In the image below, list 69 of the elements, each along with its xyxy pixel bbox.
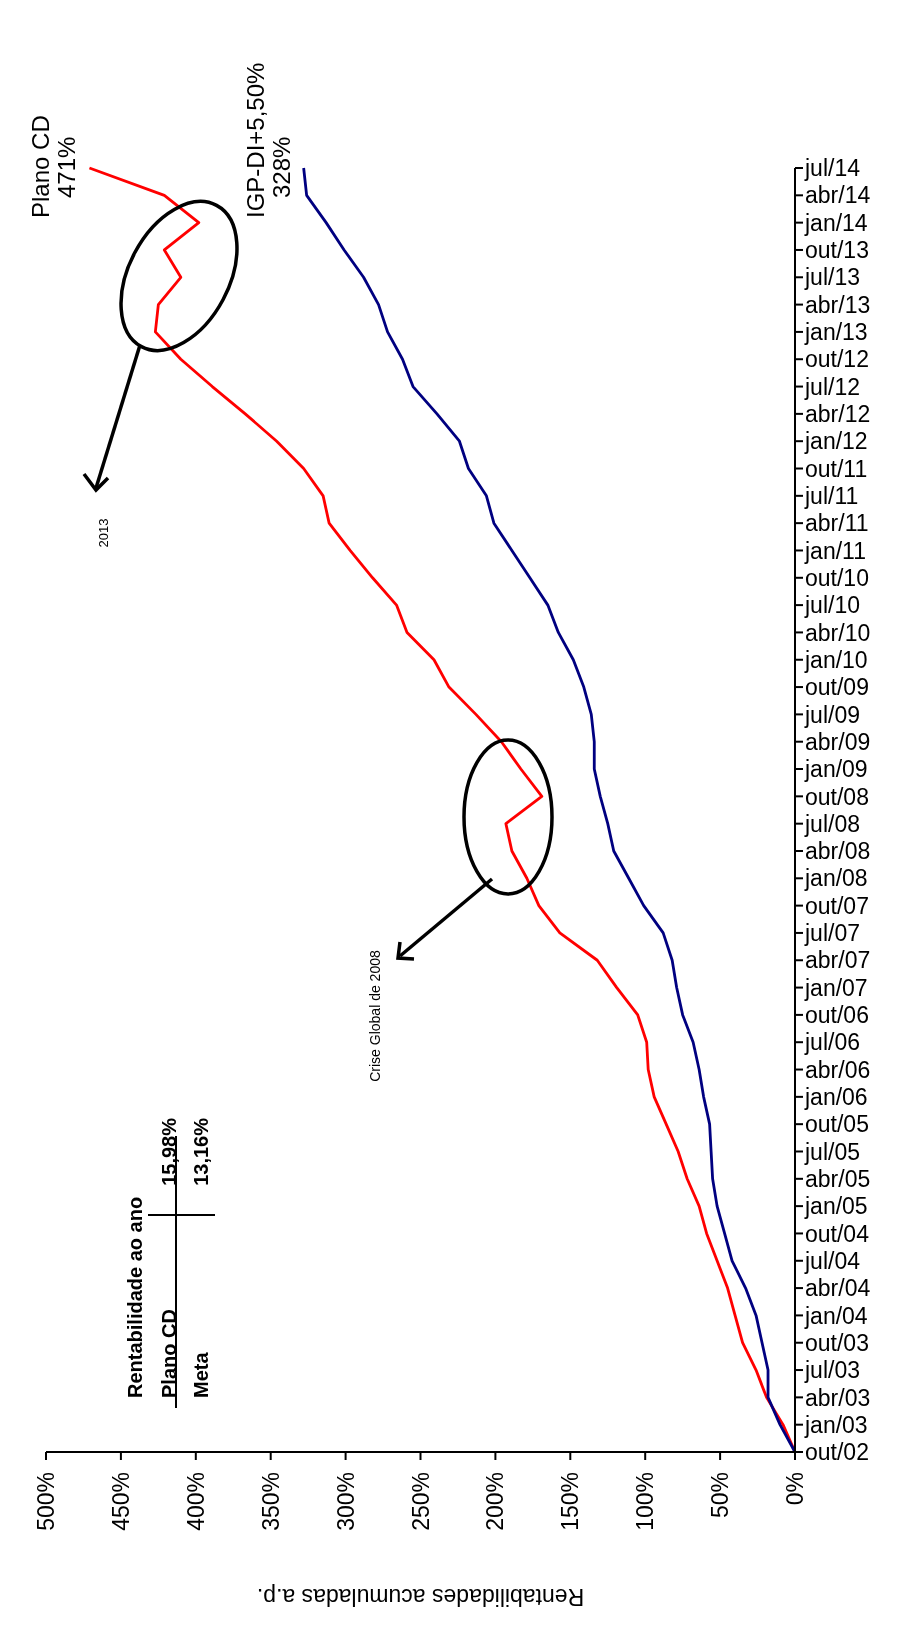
y-tick-label: jan/10 xyxy=(804,646,868,673)
text: IGP-DI+5,50% xyxy=(241,62,269,218)
y-tick-label: jul/09 xyxy=(804,701,860,728)
y-tick-label: jan/08 xyxy=(804,865,868,892)
y-tick-label: jan/03 xyxy=(804,1411,868,1438)
y-tick-label: jan/13 xyxy=(804,319,868,346)
y-tick-label: out/13 xyxy=(805,237,869,264)
y-tick-label: out/06 xyxy=(805,1002,869,1029)
y-tick-label: out/09 xyxy=(805,674,869,701)
x-tick-label: 0% xyxy=(782,1472,808,1506)
x-axis-title: Rentabilidades acumuladas a.p. xyxy=(256,1584,585,1610)
y-tick-label: out/12 xyxy=(805,346,869,373)
y-tick-label: abr/07 xyxy=(805,947,871,974)
y-tick-label: abr/08 xyxy=(805,838,871,865)
y-tick-label: abr/03 xyxy=(805,1384,871,1411)
y-tick-label: jul/06 xyxy=(804,1029,860,1056)
annotation: Rentabilidade ao ano xyxy=(124,1196,146,1398)
y-tick-label: jul/12 xyxy=(804,373,860,400)
y-tick-label: jan/04 xyxy=(804,1302,868,1329)
x-tick-label: 300% xyxy=(332,1472,359,1531)
y-tick-label: abr/04 xyxy=(805,1275,871,1302)
annotation: Crise Global de 2008 xyxy=(367,950,383,1082)
x-tick-label: 50% xyxy=(707,1472,734,1519)
x-tick-label: 100% xyxy=(632,1472,659,1531)
x-tick-label: 500% xyxy=(33,1472,59,1531)
data-label: 328% xyxy=(267,136,295,198)
x-tick-label: 150% xyxy=(557,1472,584,1531)
y-tick-label: out/10 xyxy=(805,564,869,591)
data-label: 471% xyxy=(53,136,81,198)
y-tick-label: jul/13 xyxy=(804,264,860,291)
y-tick-label: out/03 xyxy=(805,1329,869,1356)
y-tick-label: out/11 xyxy=(805,455,868,482)
y-tick-label: jan/11 xyxy=(804,537,866,564)
y-tick-label: jul/11 xyxy=(804,482,859,509)
annotation: Meta xyxy=(190,1351,212,1398)
y-tick-label: out/07 xyxy=(805,892,869,919)
x-tick-label: 400% xyxy=(182,1472,209,1531)
x-tick-label: 250% xyxy=(407,1472,434,1531)
annotation: 13,16% xyxy=(190,1117,212,1186)
y-tick-label: jan/14 xyxy=(804,209,868,236)
y-tick-label: jul/08 xyxy=(804,810,860,837)
y-tick-label: abr/12 xyxy=(805,401,871,428)
y-tick-label: out/04 xyxy=(805,1220,870,1247)
y-tick-label: jul/03 xyxy=(804,1357,860,1384)
annotation: 2013 xyxy=(96,518,111,548)
y-tick-label: abr/13 xyxy=(805,291,871,318)
y-tick-label: abr/05 xyxy=(805,1165,871,1192)
y-tick-label: jul/04 xyxy=(804,1247,861,1274)
y-tick-label: jan/12 xyxy=(804,428,868,455)
y-tick-label: jul/10 xyxy=(804,592,860,619)
y-tick-label: jan/09 xyxy=(804,756,868,783)
y-tick-label: jan/05 xyxy=(804,1193,868,1220)
y-tick-label: abr/09 xyxy=(805,728,871,755)
y-tick-label: abr/11 xyxy=(805,510,869,537)
x-tick-label: 350% xyxy=(257,1472,284,1531)
y-tick-label: jul/07 xyxy=(804,920,860,947)
y-tick-label: abr/10 xyxy=(805,619,871,646)
x-tick-label: 200% xyxy=(482,1472,509,1531)
y-tick-label: jul/14 xyxy=(804,155,861,182)
y-tick-label: jul/05 xyxy=(804,1138,860,1165)
x-tick-label: 450% xyxy=(107,1472,134,1531)
y-tick-label: abr/14 xyxy=(805,182,871,209)
y-tick-label: out/05 xyxy=(805,1111,869,1138)
y-tick-label: jan/07 xyxy=(804,974,868,1001)
text: Plano CD xyxy=(27,115,55,218)
y-tick-label: out/02 xyxy=(805,1439,869,1466)
y-tick-label: out/08 xyxy=(805,783,869,810)
y-tick-label: jan/06 xyxy=(804,1084,868,1111)
y-tick-label: abr/06 xyxy=(805,1056,871,1083)
